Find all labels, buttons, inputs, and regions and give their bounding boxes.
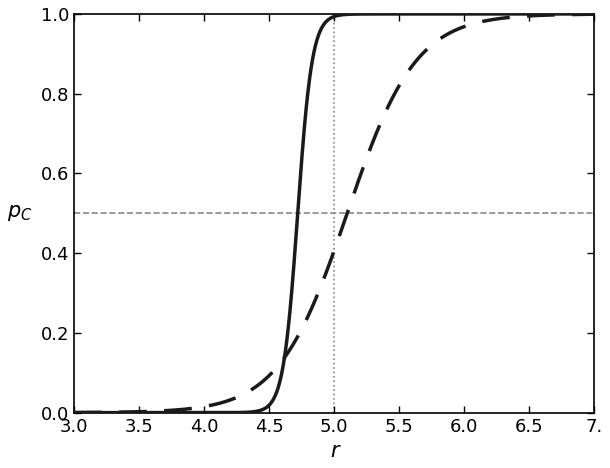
X-axis label: r: r — [330, 441, 339, 461]
Y-axis label: $p_C$: $p_C$ — [7, 203, 32, 223]
